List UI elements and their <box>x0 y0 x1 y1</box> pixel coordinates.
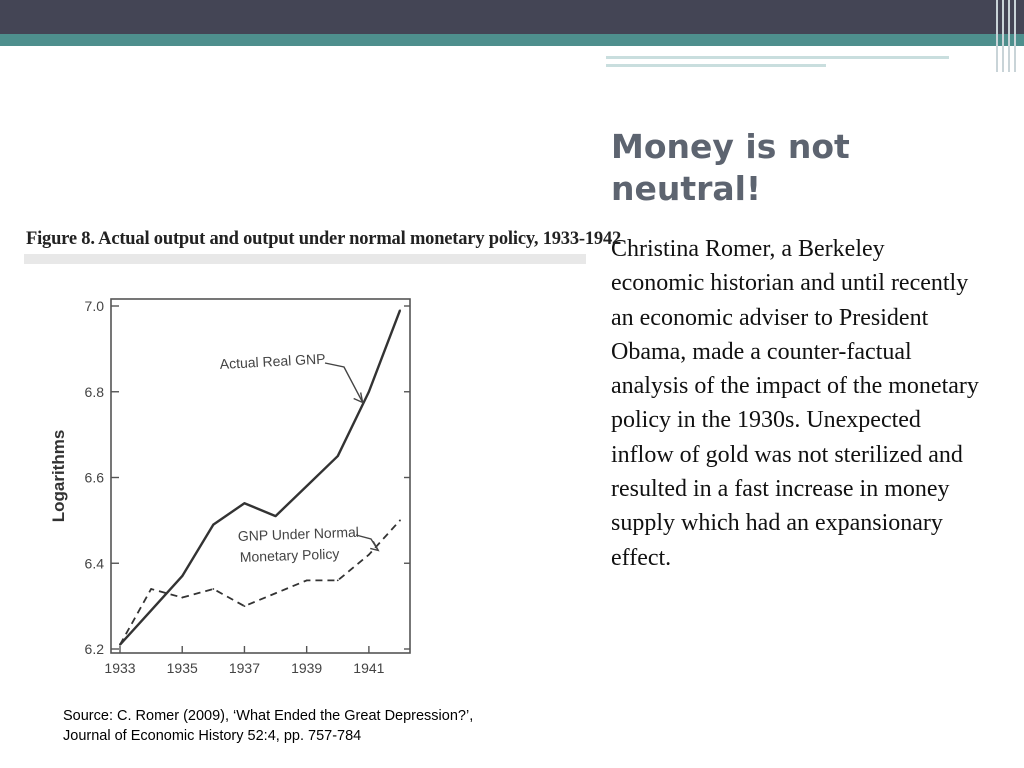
series-2-point <box>336 579 339 582</box>
series-2-point <box>243 605 246 608</box>
series-1-point <box>336 455 339 457</box>
y-tick-label: 6.8 <box>85 384 105 400</box>
source-line-1: Source: C. Romer (2009), ‘What Ended the… <box>63 708 474 724</box>
corner-stripes <box>992 0 1024 72</box>
annotation-actual-real-gnp: Actual Real GNP <box>219 350 326 372</box>
annotation-arrow-normal <box>355 534 379 551</box>
source-note: Source: C. Romer (2009), ‘What Ended the… <box>63 706 583 746</box>
series-1-point <box>150 609 153 612</box>
series-2-point <box>150 588 153 590</box>
arrowhead-actual <box>353 392 364 404</box>
series-1-point <box>367 390 370 393</box>
series-2-point <box>119 643 121 646</box>
x-tick-label: 1937 <box>229 660 260 676</box>
x-tick-label: 1939 <box>291 660 322 676</box>
figure-title-shadow <box>24 254 586 264</box>
annotation-arrow-actual <box>324 362 364 403</box>
annotation-normal-policy-line1: GNP Under Normal <box>238 524 360 544</box>
series-1-point <box>274 515 277 517</box>
series-1-point <box>212 523 215 526</box>
accent-lines <box>606 46 1024 72</box>
x-tick-label: 1935 <box>167 660 198 676</box>
annotation-normal-policy-line2: Monetary Policy <box>240 546 340 565</box>
y-tick-label: 6.4 <box>85 555 105 571</box>
teal-accent-band <box>0 34 1024 46</box>
y-axis-label: Logarithms <box>49 430 68 523</box>
chart: 7.0 6.8 6.6 6.4 6.2 1933 1935 1937 1939 1941 Act… <box>49 298 411 676</box>
source-line-2: Journal of Economic History 52:4, pp. 75… <box>63 728 362 744</box>
series-2-point <box>181 596 184 599</box>
series-line-2 <box>119 519 401 646</box>
y-tick-label: 7.0 <box>85 298 105 314</box>
slide-body-text: Christina Romer, a Berkeley economic his… <box>611 236 979 571</box>
arrowhead-normal <box>370 541 380 552</box>
series-2-point <box>367 553 370 556</box>
series-1-point <box>399 309 401 312</box>
series-2-point <box>212 588 215 590</box>
series-1-point <box>243 502 246 505</box>
series-2-point <box>305 579 308 582</box>
accent-divider <box>0 46 610 49</box>
series-2-point <box>399 519 401 522</box>
series-2-point <box>274 592 277 595</box>
x-tick-label: 1941 <box>353 660 384 676</box>
y-tick-label: 6.6 <box>85 470 105 486</box>
plot-frame <box>110 298 411 654</box>
series-line-1 <box>119 309 402 646</box>
top-bar <box>0 0 1024 34</box>
x-tick-label: 1933 <box>104 660 135 676</box>
slide-title: Money is not neutral! <box>611 127 850 208</box>
y-tick-label: 6.2 <box>85 641 105 657</box>
chart-title: Figure 8. Actual output and output under… <box>26 229 622 249</box>
series-1-point <box>305 485 308 487</box>
series-1-point <box>181 575 184 578</box>
